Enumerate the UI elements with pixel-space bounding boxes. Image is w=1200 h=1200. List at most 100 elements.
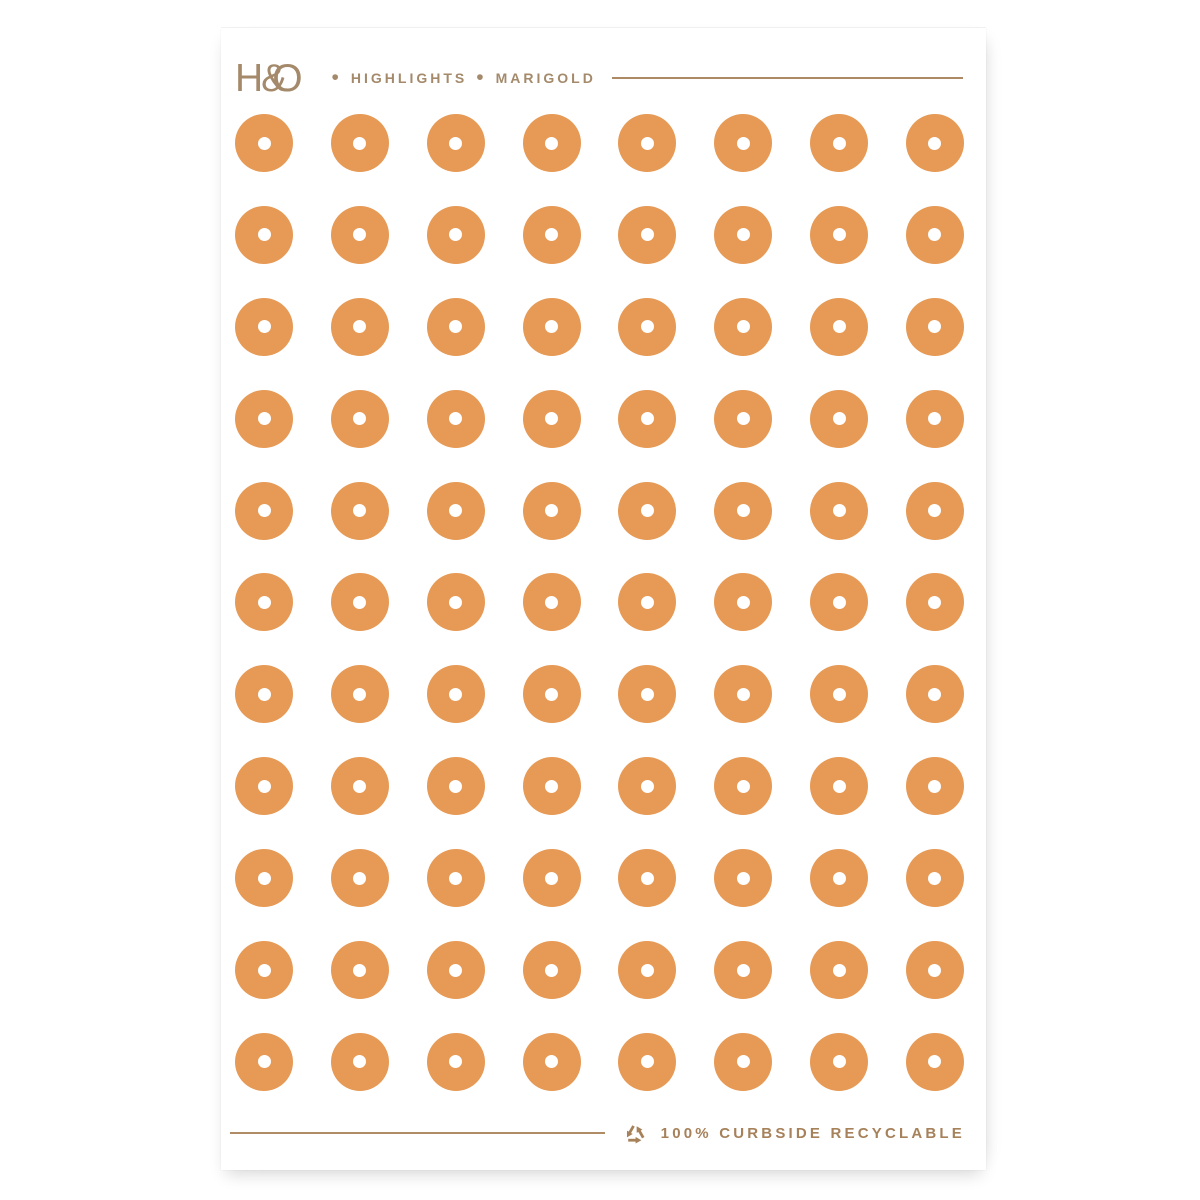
sticker-dot (426, 665, 485, 724)
collection-name: HIGHLIGHTS (350, 70, 468, 86)
sticker-dot (810, 849, 869, 908)
sticker-dot (905, 1032, 964, 1091)
sticker-dot (235, 941, 293, 1000)
bullet-separator: • (331, 65, 339, 89)
sticker-dot (426, 1032, 485, 1091)
sticker-dot (522, 941, 581, 1000)
colorway-name: MARIGOLD (495, 70, 596, 86)
sticker-dot (905, 297, 964, 356)
sticker-dot (810, 297, 869, 356)
sticker-dot (330, 1032, 389, 1091)
sticker-dot (905, 849, 964, 908)
sticker-dot (810, 941, 869, 1000)
sticker-dot (235, 297, 293, 356)
brand-logo: H & O (235, 56, 303, 100)
sticker-dot (714, 297, 773, 356)
sticker-dot (714, 573, 773, 632)
sticker-dot (330, 114, 389, 172)
sticker-dot (905, 573, 964, 632)
sticker-dot (905, 114, 964, 172)
sticker-dot (810, 205, 869, 264)
sticker-dot (618, 297, 677, 356)
sticker-dot (522, 114, 581, 172)
sticker-dot (426, 297, 485, 356)
sticker-dot (330, 757, 389, 816)
sticker-dot (714, 665, 773, 724)
sticker-dot (618, 389, 677, 448)
sticker-dot (522, 205, 581, 264)
sticker-dot (235, 114, 293, 172)
sticker-dot (522, 573, 581, 632)
sticker-dot (714, 757, 773, 816)
logo-letter-h: H (235, 56, 263, 100)
sticker-dot (618, 941, 677, 1000)
sticker-dot (905, 205, 964, 264)
sticker-dot (522, 1032, 581, 1091)
sticker-dot (426, 205, 485, 264)
sticker-dot (330, 665, 389, 724)
sticker-dot (522, 297, 581, 356)
sticker-dot (330, 481, 389, 540)
sticker-dot (905, 941, 964, 1000)
sticker-dot (235, 205, 293, 264)
sticker-dot (426, 389, 485, 448)
sticker-dot (330, 297, 389, 356)
sticker-dot (714, 481, 773, 540)
sticker-dot (714, 205, 773, 264)
sticker-dot (810, 1032, 869, 1091)
sticker-dot (330, 941, 389, 1000)
sticker-dot (810, 389, 869, 448)
sticker-dot (714, 114, 773, 172)
header-title: • HIGHLIGHTS • MARIGOLD (320, 65, 596, 89)
sticker-dot (235, 757, 293, 816)
sticker-dot (618, 849, 677, 908)
sticker-dot (426, 941, 485, 1000)
sticker-dot (714, 389, 773, 448)
sticker-dot (330, 205, 389, 264)
sticker-dot (810, 573, 869, 632)
logo-ampersand: & (261, 56, 287, 100)
sticker-dot (905, 389, 964, 448)
sticker-dot (522, 849, 581, 908)
sticker-dot (235, 1032, 293, 1091)
sticker-dot (522, 757, 581, 816)
sticker-dot (330, 573, 389, 632)
sheet-header: H & O • HIGHLIGHTS • MARIGOLD (235, 56, 963, 100)
sticker-dot (810, 665, 869, 724)
sticker-dot (330, 849, 389, 908)
sticker-dot (618, 757, 677, 816)
sticker-dot (522, 481, 581, 540)
sticker-dot (810, 114, 869, 172)
footer-rule-line (230, 1132, 605, 1134)
sticker-dot (618, 665, 677, 724)
sticker-sheet: H & O • HIGHLIGHTS • MARIGOLD (221, 28, 986, 1170)
recycle-icon (622, 1122, 647, 1144)
sticker-dot (235, 573, 293, 632)
sticker-dot (235, 481, 293, 540)
sticker-dot (426, 573, 485, 632)
sticker-dot (905, 481, 964, 540)
sticker-dot (235, 849, 293, 908)
sticker-dot (426, 849, 485, 908)
sheet-footer: 100% CURBSIDE RECYCLABLE (230, 1113, 962, 1153)
sticker-dot (618, 481, 677, 540)
sticker-dot (426, 757, 485, 816)
sticker-dot (618, 114, 677, 172)
sticker-dot (618, 1032, 677, 1091)
sticker-dot (426, 114, 485, 172)
sticker-dot (330, 389, 389, 448)
sticker-dot (905, 665, 964, 724)
bullet-separator: • (476, 65, 484, 89)
sticker-dot (522, 665, 581, 724)
sticker-dot (714, 941, 773, 1000)
sticker-dot (810, 757, 869, 816)
sticker-dot (714, 849, 773, 908)
sticker-dot (618, 573, 677, 632)
recyclable-label: 100% CURBSIDE RECYCLABLE (660, 1124, 965, 1142)
sticker-dot (618, 205, 677, 264)
dots-grid (235, 114, 964, 1091)
logo-letter-o: O (272, 56, 302, 100)
sticker-dot (522, 389, 581, 448)
sticker-dot (235, 665, 293, 724)
